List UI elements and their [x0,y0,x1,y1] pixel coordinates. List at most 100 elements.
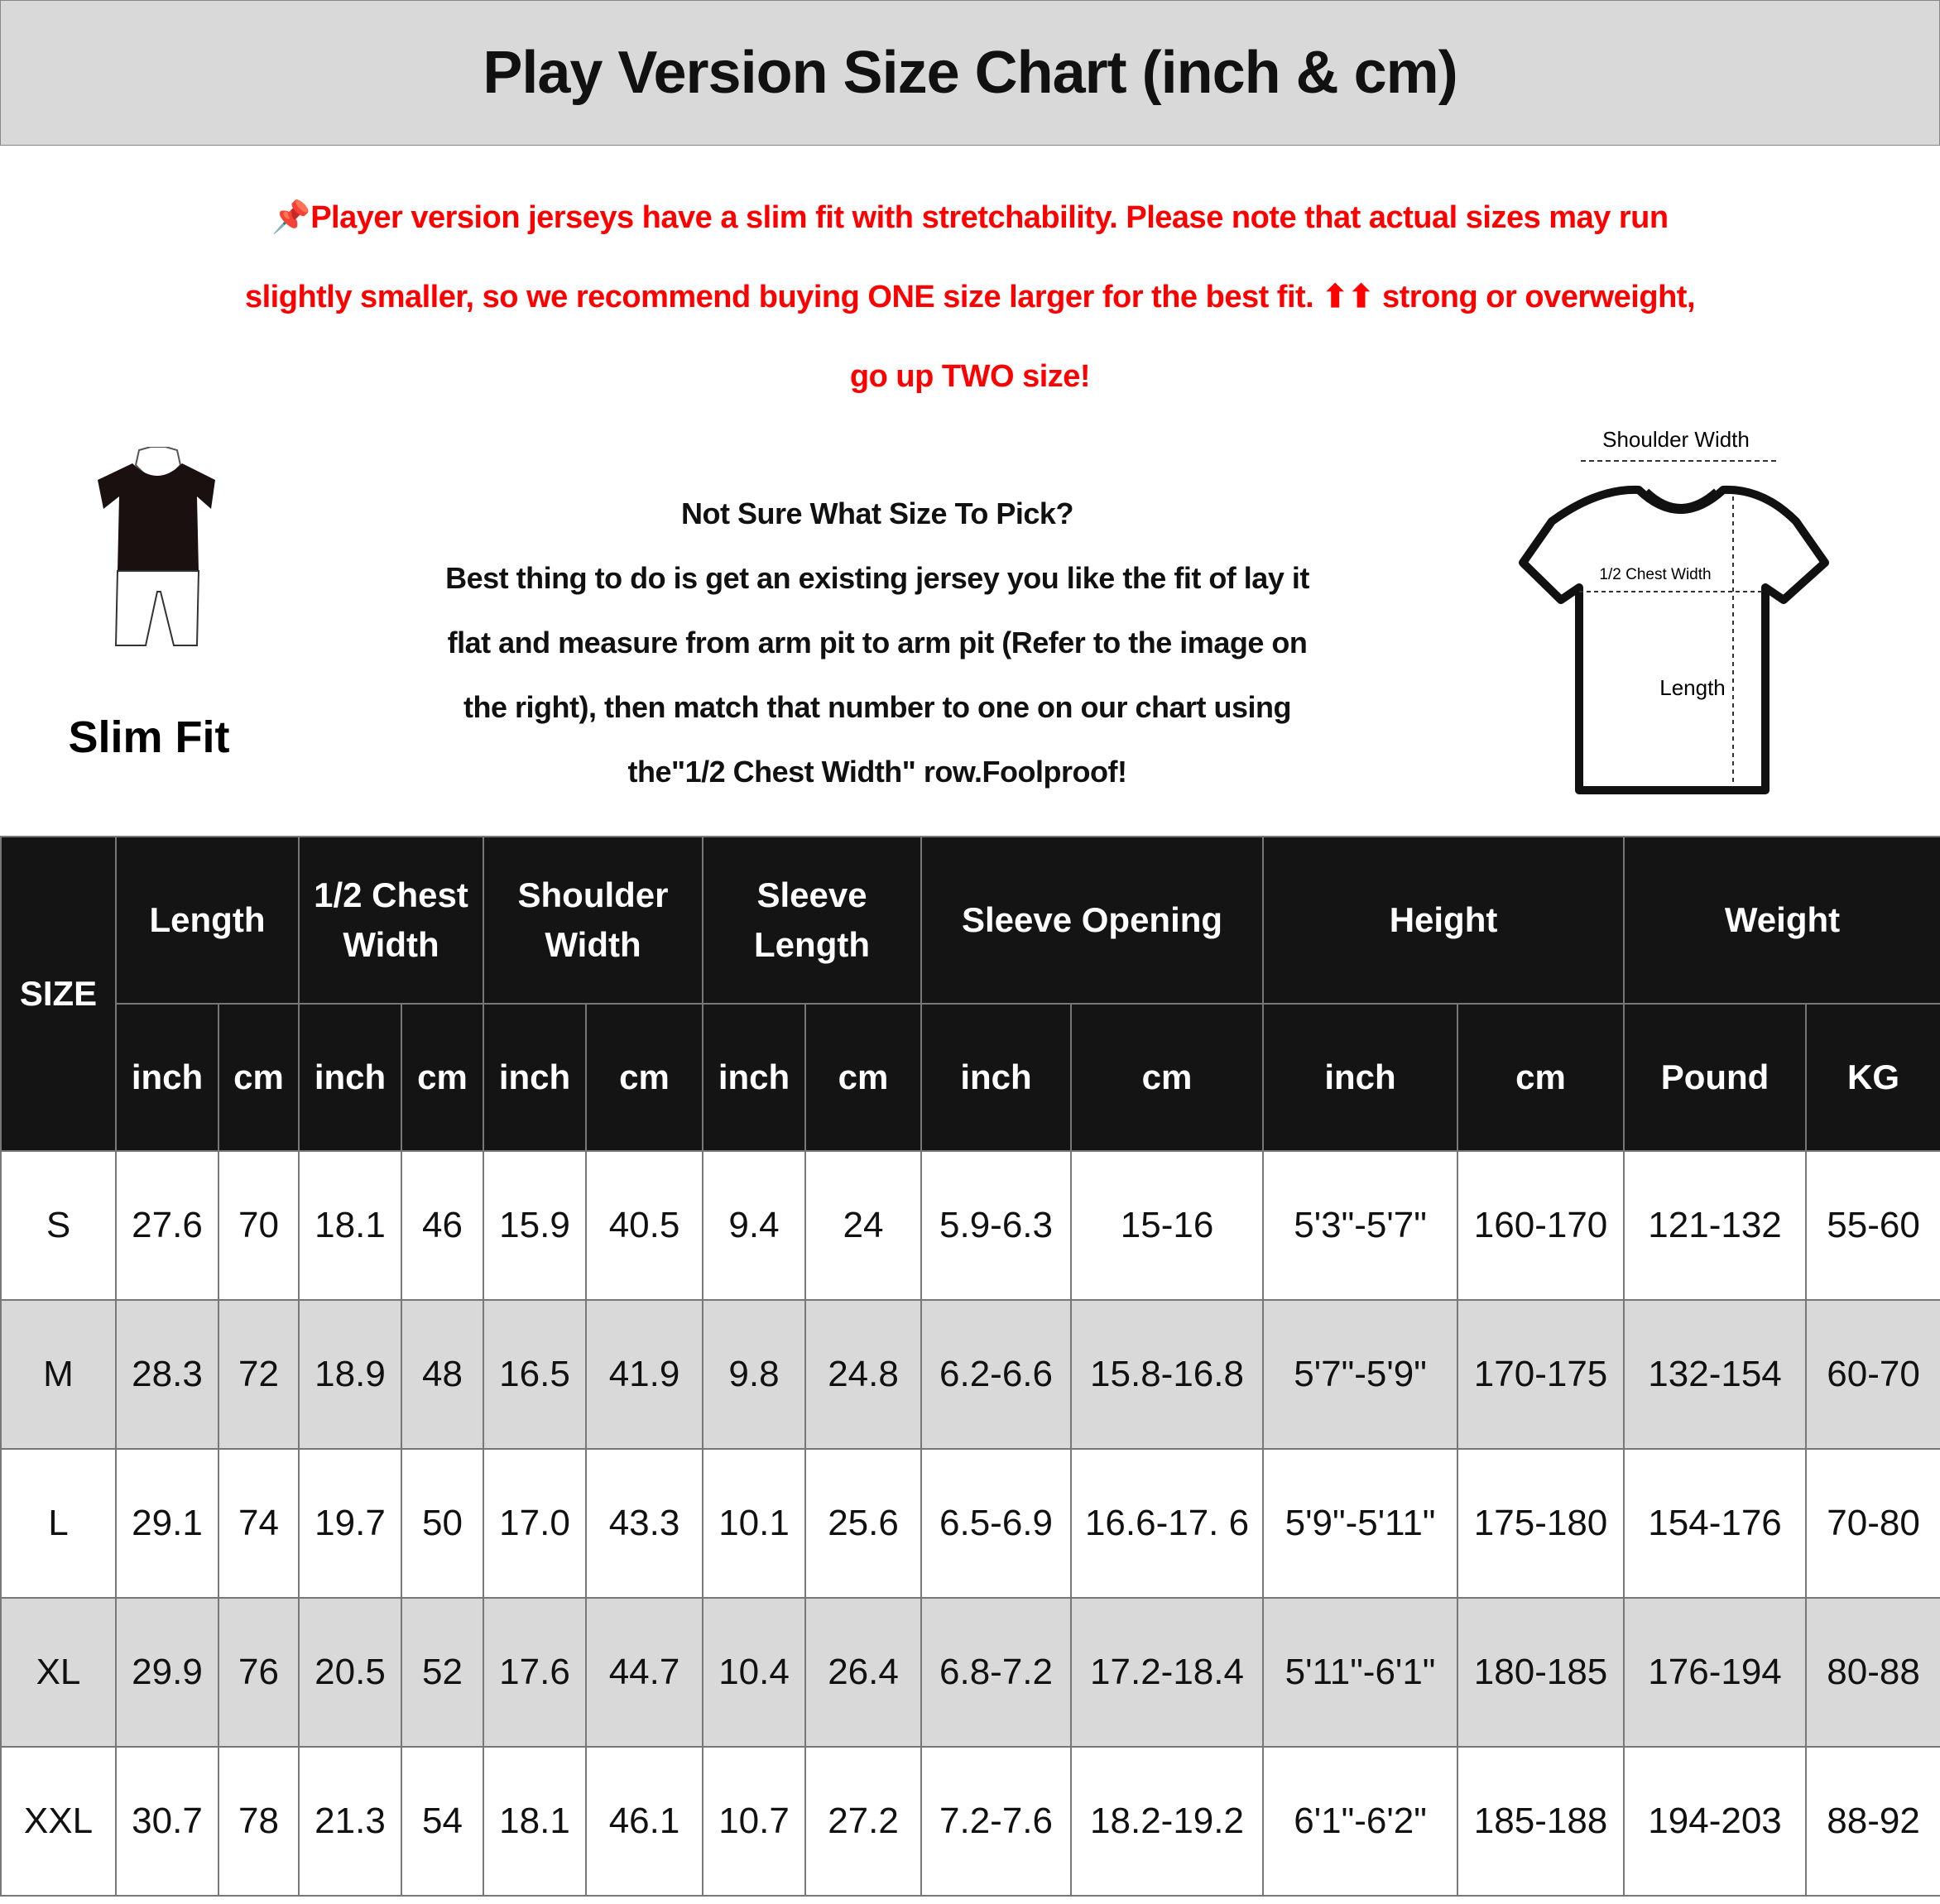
unit-header: inch [920,1003,1073,1152]
page-title: Play Version Size Chart (inch & cm) [483,40,1457,106]
group-header: Sleeve Length [702,836,923,1005]
shoulder-width-label: Shoulder Width [1602,427,1750,452]
value-cell: 10.1 [702,1448,807,1599]
value-cell: 180-185 [1457,1597,1625,1748]
chest-width-label: 1/2 Chest Width [1599,566,1711,583]
title-bar: Play Version Size Chart (inch & cm) [0,0,1940,146]
value-cell: 194-203 [1623,1746,1808,1897]
value-cell: 52 [401,1597,484,1748]
value-cell: 46.1 [584,1746,704,1897]
value-cell: 26.4 [804,1597,923,1748]
unit-header: cm [1457,1003,1625,1152]
unit-header: inch [483,1003,587,1152]
slim-fit-mannequin-icon [98,447,215,646]
value-cell: 160-170 [1457,1150,1625,1301]
value-cell: 17.0 [483,1448,587,1599]
value-cell: 10.4 [702,1597,807,1748]
value-cell: 18.1 [483,1746,587,1897]
value-cell: 18.9 [298,1299,402,1450]
slim-fit-label: Slim Fit [68,712,230,762]
value-cell: 16.6-17. 6 [1070,1448,1265,1599]
value-cell: 175-180 [1457,1448,1625,1599]
value-cell: 185-188 [1457,1746,1625,1897]
table-row: S 27.6 70 18.1 46 15.9 40.5 9.4 24 5.9-6.3 15-16 5'… [0,1150,1940,1301]
notice-line: slightly smaller, so we recommend buying… [244,280,1696,314]
value-cell: 17.2-18.4 [1070,1597,1265,1748]
value-cell: 50 [401,1448,484,1599]
value-cell: 154-176 [1623,1448,1808,1599]
value-cell: 25.6 [804,1448,923,1599]
value-cell: 6.2-6.6 [920,1299,1073,1450]
value-cell: 17.6 [483,1597,587,1748]
unit-header: cm [218,1003,300,1152]
group-header: Weight [1623,836,1940,1005]
value-cell: 70 [218,1150,300,1301]
value-cell: 9.8 [702,1299,807,1450]
tshirt-measurement-diagram: Shoulder Width 1/2 Chest Width Length [1519,427,1829,794]
value-cell: 7.2-7.6 [920,1746,1073,1897]
value-cell: 27.2 [804,1746,923,1897]
length-label: Length [1659,675,1726,700]
unit-header: inch [298,1003,402,1152]
guide-line: the right), then match that number to on… [463,690,1292,724]
value-cell: 9.4 [702,1150,807,1301]
unit-header: cm [1070,1003,1265,1152]
value-cell: 15.9 [483,1150,587,1301]
value-cell: 48 [401,1299,484,1450]
size-header: SIZE [0,836,117,1152]
unit-header: KG [1805,1003,1940,1152]
unit-header: cm [401,1003,484,1152]
unit-header: cm [584,1003,704,1152]
value-cell: 6'1"-6'2" [1262,1746,1459,1897]
value-cell: 5'3"-5'7" [1262,1150,1459,1301]
unit-header: cm [804,1003,923,1152]
size-cell: M [0,1299,117,1450]
value-cell: 5'7"-5'9" [1262,1299,1459,1450]
value-cell: 29.1 [115,1448,219,1599]
value-cell: 40.5 [584,1150,704,1301]
guide-line: Best thing to do is get an existing jers… [445,561,1309,595]
sizing-guide: Not Sure What Size To Pick? Best thing t… [281,482,1473,804]
size-cell: XXL [0,1746,117,1897]
group-header: Shoulder Width [482,836,704,1005]
value-cell: 27.6 [115,1150,219,1301]
value-cell: 76 [218,1597,300,1748]
size-table: SIZE Length 1/2 Chest Width Shoulder Width… [0,836,1940,1897]
value-cell: 121-132 [1623,1150,1808,1301]
value-cell: 20.5 [298,1597,402,1748]
value-cell: 6.5-6.9 [920,1448,1073,1599]
size-cell: S [0,1150,117,1301]
value-cell: 15.8-16.8 [1070,1299,1265,1450]
group-header: Height [1262,836,1625,1005]
value-cell: 15-16 [1070,1150,1265,1301]
value-cell: 24 [804,1150,923,1301]
value-cell: 170-175 [1457,1299,1625,1450]
group-header: 1/2 Chest Width [298,836,484,1005]
value-cell: 18.1 [298,1150,402,1301]
value-cell: 10.7 [702,1746,807,1897]
value-cell: 6.8-7.2 [920,1597,1073,1748]
size-cell: XL [0,1597,117,1748]
value-cell: 44.7 [584,1597,704,1748]
unit-header: Pound [1623,1003,1808,1152]
value-cell: 29.9 [115,1597,219,1748]
value-cell: 18.2-19.2 [1070,1746,1265,1897]
value-cell: 132-154 [1623,1299,1808,1450]
group-header: Sleeve Opening [920,836,1265,1005]
unit-header: inch [115,1003,219,1152]
unit-header: inch [1262,1003,1459,1152]
value-cell: 176-194 [1623,1597,1808,1748]
fit-notice: 📌Player version jerseys have a slim fit … [17,178,1923,416]
value-cell: 5'9"-5'11" [1262,1448,1459,1599]
value-cell: 54 [401,1746,484,1897]
value-cell: 60-70 [1805,1299,1940,1450]
notice-line: go up TWO size! [849,359,1091,394]
size-cell: L [0,1448,117,1599]
value-cell: 28.3 [115,1299,219,1450]
value-cell: 5'11"-6'1" [1262,1597,1459,1748]
value-cell: 46 [401,1150,484,1301]
table-row: M 28.3 72 18.9 48 16.5 41.9 9.8 24.8 6.2-6.6 15.8-… [0,1299,1940,1450]
guide-line: the"1/2 Chest Width" row.Foolproof! [627,755,1127,789]
guide-line: flat and measure from arm pit to arm pit… [447,626,1308,659]
value-cell: 16.5 [483,1299,587,1450]
